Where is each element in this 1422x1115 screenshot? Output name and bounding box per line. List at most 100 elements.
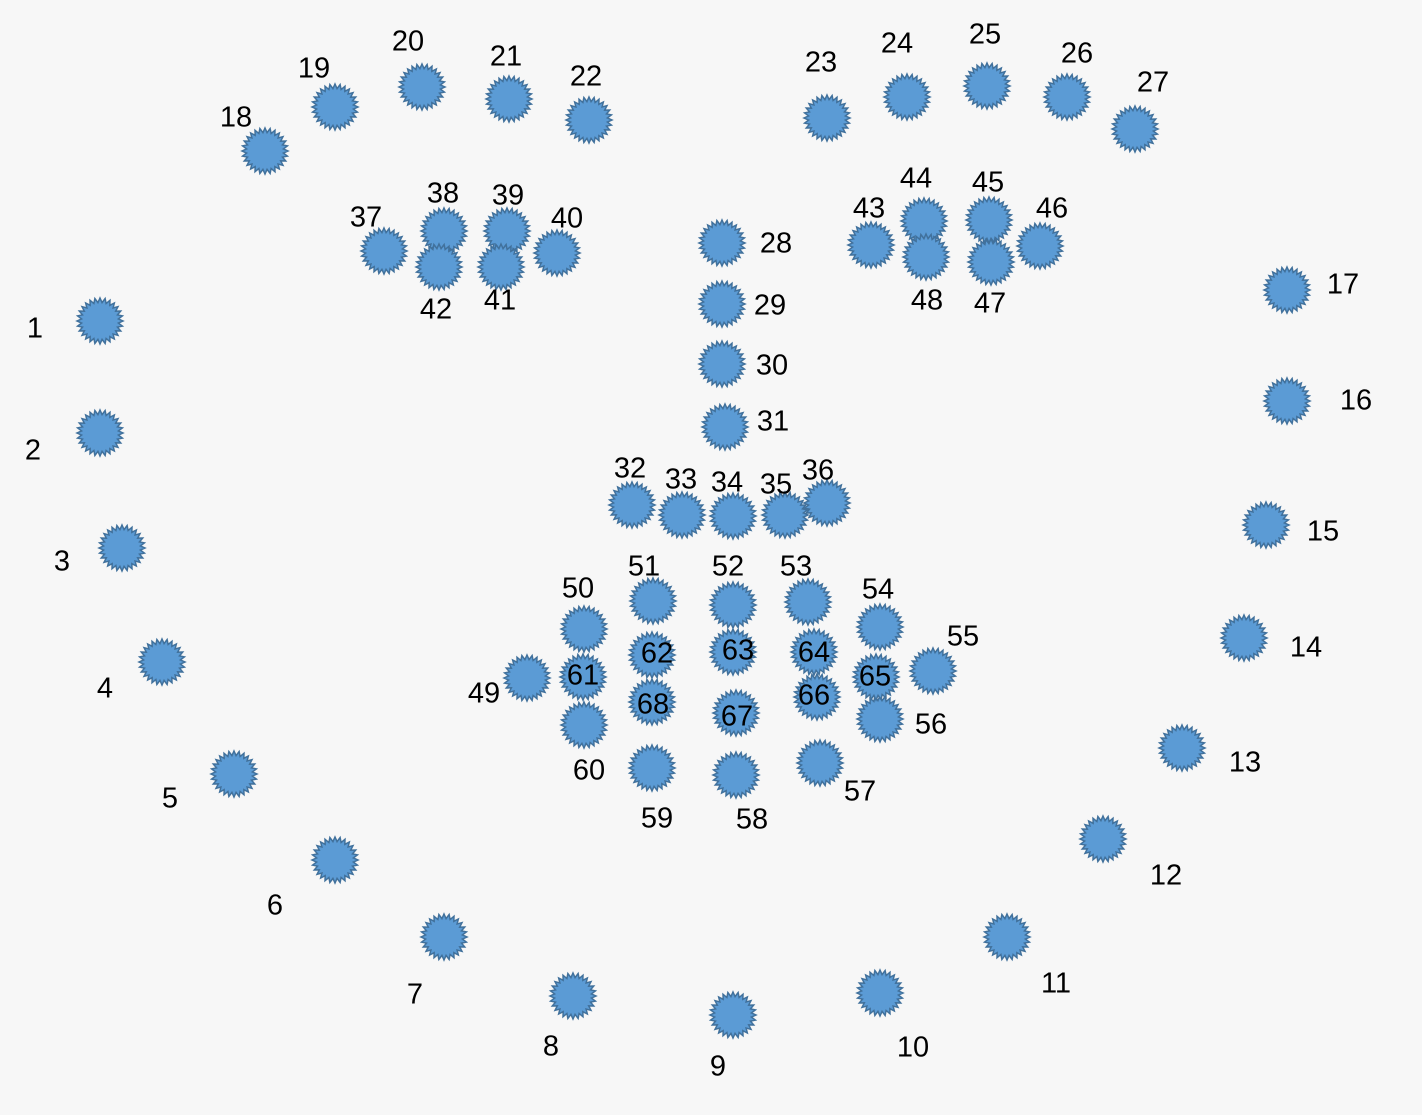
landmark-marker-27-icon [1110, 104, 1160, 154]
landmark-label-41: 41 [484, 285, 516, 317]
landmark-label-51: 51 [628, 551, 660, 583]
landmark-marker-12-icon [1078, 814, 1128, 864]
landmark-marker-32-icon [607, 480, 657, 530]
landmark-marker-26-icon [1042, 72, 1092, 122]
landmark-label-63: 63 [722, 635, 754, 667]
landmark-label-18: 18 [220, 102, 252, 134]
landmark-label-53: 53 [780, 551, 812, 583]
landmark-label-9: 9 [710, 1051, 726, 1083]
landmark-marker-41-icon [476, 242, 526, 292]
landmark-label-20: 20 [392, 26, 424, 58]
landmark-marker-56-icon [855, 694, 905, 744]
landmark-label-25: 25 [969, 19, 1001, 51]
landmark-marker-65-icon [851, 652, 901, 702]
landmark-marker-17-icon [1262, 265, 1312, 315]
landmark-label-58: 58 [736, 804, 768, 836]
landmark-marker-59-icon [627, 743, 677, 793]
landmark-label-17: 17 [1327, 269, 1359, 301]
landmark-marker-42-icon [414, 242, 464, 292]
landmark-label-47: 47 [974, 288, 1006, 320]
landmark-marker-19-icon [310, 82, 360, 132]
landmark-label-2: 2 [25, 435, 41, 467]
landmark-label-6: 6 [267, 890, 283, 922]
landmark-label-55: 55 [947, 621, 979, 653]
landmark-label-48: 48 [911, 285, 943, 317]
landmark-marker-50-icon [559, 604, 609, 654]
landmark-label-12: 12 [1150, 860, 1182, 892]
landmark-marker-43-icon [846, 220, 896, 270]
landmark-marker-23-icon [802, 93, 852, 143]
landmark-marker-51-icon [628, 576, 678, 626]
landmark-label-8: 8 [543, 1031, 559, 1063]
landmark-label-54: 54 [862, 574, 894, 606]
landmark-label-44: 44 [900, 163, 932, 195]
landmark-label-64: 64 [798, 637, 830, 669]
landmark-marker-4-icon [137, 637, 187, 687]
landmark-marker-15-icon [1241, 500, 1291, 550]
landmark-marker-13-icon [1157, 723, 1207, 773]
landmark-label-24: 24 [881, 28, 913, 60]
landmark-marker-22-icon [564, 95, 614, 145]
landmark-label-65: 65 [859, 661, 891, 693]
landmark-marker-57-icon [795, 738, 845, 788]
landmark-marker-40-icon [532, 228, 582, 278]
landmark-label-45: 45 [972, 167, 1004, 199]
landmark-label-68: 68 [637, 689, 669, 721]
landmark-label-40: 40 [551, 203, 583, 235]
landmark-marker-64-icon [789, 627, 839, 677]
landmark-label-27: 27 [1137, 67, 1169, 99]
landmark-label-14: 14 [1290, 632, 1322, 664]
landmark-marker-67-icon [711, 688, 761, 738]
landmark-marker-10-icon [855, 968, 905, 1018]
landmark-label-38: 38 [427, 178, 459, 210]
landmark-marker-18-icon [240, 126, 290, 176]
landmark-label-59: 59 [641, 803, 673, 835]
landmark-marker-16-icon [1262, 376, 1312, 426]
landmark-label-1: 1 [27, 313, 43, 345]
landmark-label-33: 33 [665, 464, 697, 496]
landmark-label-10: 10 [897, 1032, 929, 1064]
landmark-marker-46-icon [1015, 221, 1065, 271]
landmark-marker-60-icon [559, 700, 609, 750]
landmark-marker-63-icon [708, 627, 758, 677]
landmark-label-39: 39 [492, 180, 524, 212]
landmark-marker-54-icon [855, 602, 905, 652]
landmark-label-28: 28 [760, 228, 792, 260]
landmark-marker-36-icon [802, 478, 852, 528]
landmark-marker-31-icon [700, 402, 750, 452]
landmark-marker-8-icon [548, 971, 598, 1021]
landmark-label-19: 19 [298, 53, 330, 85]
landmark-label-23: 23 [805, 47, 837, 79]
landmark-label-29: 29 [754, 290, 786, 322]
landmark-marker-61-icon [558, 652, 608, 702]
landmark-marker-55-icon [908, 646, 958, 696]
landmark-marker-49-icon [502, 653, 552, 703]
landmark-marker-11-icon [982, 912, 1032, 962]
landmark-label-57: 57 [844, 776, 876, 808]
landmark-label-66: 66 [798, 680, 830, 712]
landmark-marker-1-icon [75, 296, 125, 346]
landmark-label-21: 21 [490, 41, 522, 73]
landmark-marker-29-icon [697, 279, 747, 329]
landmark-label-15: 15 [1307, 516, 1339, 548]
landmark-marker-30-icon [697, 339, 747, 389]
landmark-label-49: 49 [468, 678, 500, 710]
landmark-label-35: 35 [760, 469, 792, 501]
landmark-marker-21-icon [484, 74, 534, 124]
landmark-marker-5-icon [209, 749, 259, 799]
landmark-label-50: 50 [562, 573, 594, 605]
landmark-label-4: 4 [97, 673, 113, 705]
landmark-label-22: 22 [570, 61, 602, 93]
landmark-marker-20-icon [397, 62, 447, 112]
landmark-label-46: 46 [1036, 193, 1068, 225]
landmark-marker-48-icon [901, 232, 951, 282]
landmark-marker-28-icon [697, 218, 747, 268]
landmark-marker-24-icon [882, 72, 932, 122]
landmark-label-37: 37 [350, 202, 382, 234]
landmark-label-34: 34 [711, 467, 743, 499]
landmark-label-56: 56 [915, 709, 947, 741]
landmark-label-32: 32 [614, 453, 646, 485]
